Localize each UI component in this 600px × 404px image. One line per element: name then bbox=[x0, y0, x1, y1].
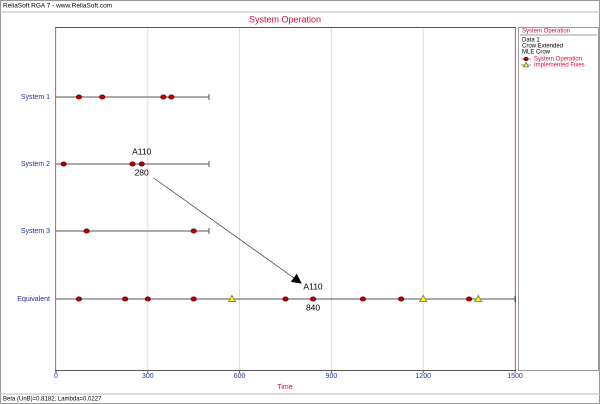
event-marker bbox=[144, 296, 151, 302]
event-marker bbox=[83, 228, 90, 234]
event-marker bbox=[160, 94, 167, 100]
x-tick-label: 0 bbox=[54, 373, 58, 380]
event-marker bbox=[466, 296, 473, 302]
annotation-label: A110 bbox=[132, 146, 151, 156]
chart-title: System Operation bbox=[249, 14, 321, 24]
fix-marker bbox=[418, 294, 428, 302]
fix-marker bbox=[473, 294, 483, 302]
event-marker bbox=[60, 161, 67, 167]
x-tick-label: 300 bbox=[142, 373, 154, 380]
legend-frame bbox=[518, 27, 599, 371]
event-marker bbox=[168, 94, 175, 100]
x-tick-label: 1500 bbox=[507, 373, 523, 380]
event-marker bbox=[99, 94, 106, 100]
event-marker bbox=[190, 228, 197, 234]
legend-line: MLE Crow bbox=[522, 50, 551, 56]
event-marker bbox=[398, 296, 405, 302]
event-marker bbox=[309, 296, 317, 302]
annotation-label: A110 bbox=[303, 281, 322, 291]
header: ReliaSoft RGA 7 - www.ReliaSoft.com bbox=[3, 3, 112, 10]
x-tick-label: 600 bbox=[234, 373, 246, 380]
fix-marker bbox=[227, 294, 237, 302]
annotation-arrow bbox=[153, 177, 302, 284]
event-marker bbox=[75, 94, 83, 100]
event-marker bbox=[190, 296, 197, 302]
footer: Beta (UnB)=0.8182, Lambda=0.0227 bbox=[3, 397, 102, 403]
row-label: System 1 bbox=[21, 94, 50, 101]
legend-entry: System Operation bbox=[534, 57, 582, 63]
legend-line: Data 1 bbox=[522, 38, 540, 44]
legend-swatch bbox=[522, 61, 530, 68]
plot-frame bbox=[55, 27, 516, 371]
x-axis-label: Time bbox=[277, 384, 292, 391]
legend-line: Crow Extended bbox=[522, 44, 563, 50]
event-marker bbox=[122, 296, 129, 302]
row-label: System 3 bbox=[21, 228, 50, 235]
row-label: Equivalent bbox=[17, 296, 50, 303]
row-label: System 2 bbox=[21, 161, 50, 168]
event-marker bbox=[75, 296, 83, 302]
legend-entry: Implemented Fixes bbox=[534, 63, 585, 69]
annotation-value: 840 bbox=[306, 302, 320, 312]
legend-title: System Operation bbox=[522, 29, 570, 35]
event-marker bbox=[359, 296, 367, 302]
x-tick-label: 900 bbox=[326, 373, 338, 380]
event-marker bbox=[129, 161, 136, 167]
legend-swatch bbox=[523, 56, 529, 62]
annotation-value: 280 bbox=[135, 167, 149, 177]
event-marker bbox=[282, 296, 289, 302]
x-tick-label: 1200 bbox=[415, 373, 431, 380]
event-marker bbox=[138, 161, 145, 167]
